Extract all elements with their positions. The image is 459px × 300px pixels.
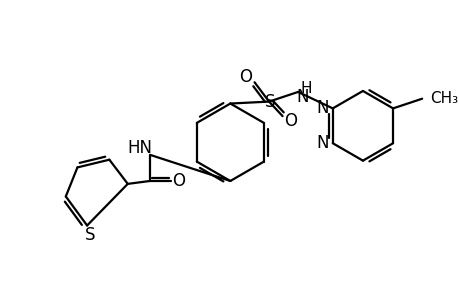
Text: N: N [316, 134, 329, 152]
Text: O: O [172, 172, 185, 190]
Text: HN: HN [128, 139, 152, 157]
Text: S: S [84, 226, 95, 244]
Text: N: N [296, 88, 308, 106]
Text: S: S [264, 93, 274, 111]
Text: CH₃: CH₃ [429, 91, 457, 106]
Text: O: O [283, 112, 296, 130]
Text: N: N [316, 99, 329, 117]
Text: O: O [239, 68, 252, 86]
Text: H: H [299, 81, 311, 96]
